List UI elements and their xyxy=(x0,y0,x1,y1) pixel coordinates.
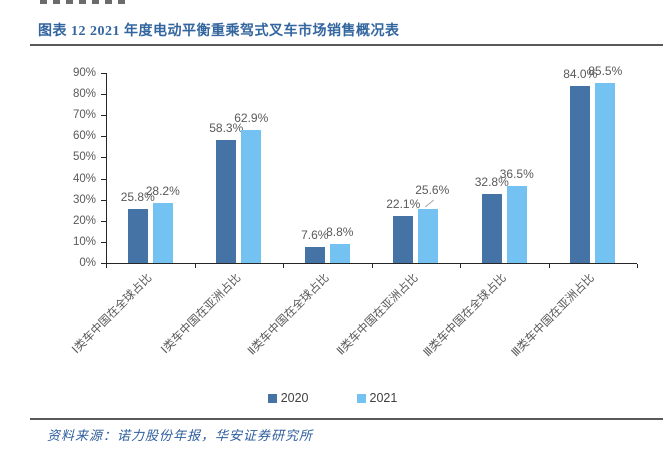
value-label: 36.5% xyxy=(499,166,534,181)
chart-legend: 2020 2021 xyxy=(0,391,665,405)
x-category-label: Ⅲ类车中国在全球占比 xyxy=(421,272,509,360)
legend-label-2020: 2020 xyxy=(280,391,309,405)
y-axis-tick xyxy=(101,263,106,264)
x-axis-tick xyxy=(548,264,550,268)
y-axis-tick xyxy=(101,94,106,96)
bar-2020 xyxy=(570,85,591,263)
value-label: 85.5% xyxy=(588,63,623,78)
bar-2021 xyxy=(241,130,262,263)
legend-swatch-2020-icon xyxy=(267,393,277,403)
y-axis-tick xyxy=(101,157,106,159)
y-axis-tick xyxy=(101,199,106,201)
bar-2021 xyxy=(152,203,173,263)
footer-divider xyxy=(30,418,663,420)
x-axis-tick xyxy=(194,264,196,268)
y-axis-tick-label: 20% xyxy=(72,214,96,227)
x-axis-line xyxy=(106,263,637,264)
x-category-label: Ⅱ类车中国在亚洲占比 xyxy=(334,272,421,358)
source-note: 资料来源：诺力股份年报，华安证券研究所 xyxy=(47,428,314,443)
bar-2020 xyxy=(304,246,325,263)
value-label: 25.6% xyxy=(415,182,450,197)
clipped-text-fragment xyxy=(40,0,126,4)
x-category-label: Ⅲ类车中国在亚洲占比 xyxy=(509,272,598,360)
value-label: 28.2% xyxy=(145,184,180,199)
x-axis-tick xyxy=(460,264,461,268)
legend-label-2021: 2021 xyxy=(369,391,398,405)
figure-title: 图表 12 2021 年度电动平衡重乘驾式叉车市场销售概况表 xyxy=(38,24,400,39)
y-axis-tick-label: 70% xyxy=(72,109,96,122)
bar-2021 xyxy=(329,244,350,263)
y-axis-tick xyxy=(101,73,106,74)
y-axis-tick-label: 10% xyxy=(72,235,96,248)
value-label: 7.6% xyxy=(301,227,329,242)
value-label: 58.3% xyxy=(209,120,244,135)
y-axis-tick-label: 30% xyxy=(72,193,96,206)
x-category-label: Ⅰ类车中国在全球占比 xyxy=(70,272,155,357)
y-axis-tick xyxy=(101,220,106,222)
x-axis-tick xyxy=(283,264,284,268)
legend-item-2021: 2021 xyxy=(356,391,398,405)
y-axis-line xyxy=(106,73,107,263)
title-divider xyxy=(30,44,663,46)
y-axis-tick-label: 50% xyxy=(72,151,96,164)
value-label: 84.0% xyxy=(563,66,598,81)
x-axis-tick xyxy=(637,264,638,268)
value-label: 8.8% xyxy=(326,225,354,240)
y-axis-tick xyxy=(101,136,106,138)
bar-2021 xyxy=(418,208,439,263)
bar-2021 xyxy=(506,185,527,263)
legend-swatch-2021-icon xyxy=(356,393,366,403)
x-category-label: Ⅱ类车中国在全球占比 xyxy=(246,272,332,358)
value-label: 22.1% xyxy=(386,197,421,212)
y-axis-tick-label: 90% xyxy=(72,67,96,79)
bar-2021 xyxy=(595,82,616,263)
x-category-label: Ⅰ类车中国在亚洲占比 xyxy=(159,272,244,357)
legend-item-2020: 2020 xyxy=(267,391,309,405)
y-axis-tick-label: 80% xyxy=(72,88,96,101)
bar-2020 xyxy=(216,139,237,263)
bar-2020 xyxy=(481,193,502,263)
value-label: 62.9% xyxy=(234,111,269,126)
y-axis-tick xyxy=(101,115,106,117)
value-label: 32.8% xyxy=(474,174,509,189)
value-label: 25.8% xyxy=(120,189,155,204)
x-axis-tick xyxy=(371,264,373,268)
x-axis-tick xyxy=(106,264,107,268)
y-axis-tick-label: 60% xyxy=(72,130,96,143)
bar-2020 xyxy=(127,208,148,263)
y-axis-tick-label: 40% xyxy=(72,172,96,185)
y-axis-tick-label: 0% xyxy=(79,257,96,269)
label-leader-line xyxy=(424,199,435,208)
y-axis-tick xyxy=(101,178,106,180)
bar-2020 xyxy=(393,216,414,263)
y-axis-tick xyxy=(101,241,106,243)
